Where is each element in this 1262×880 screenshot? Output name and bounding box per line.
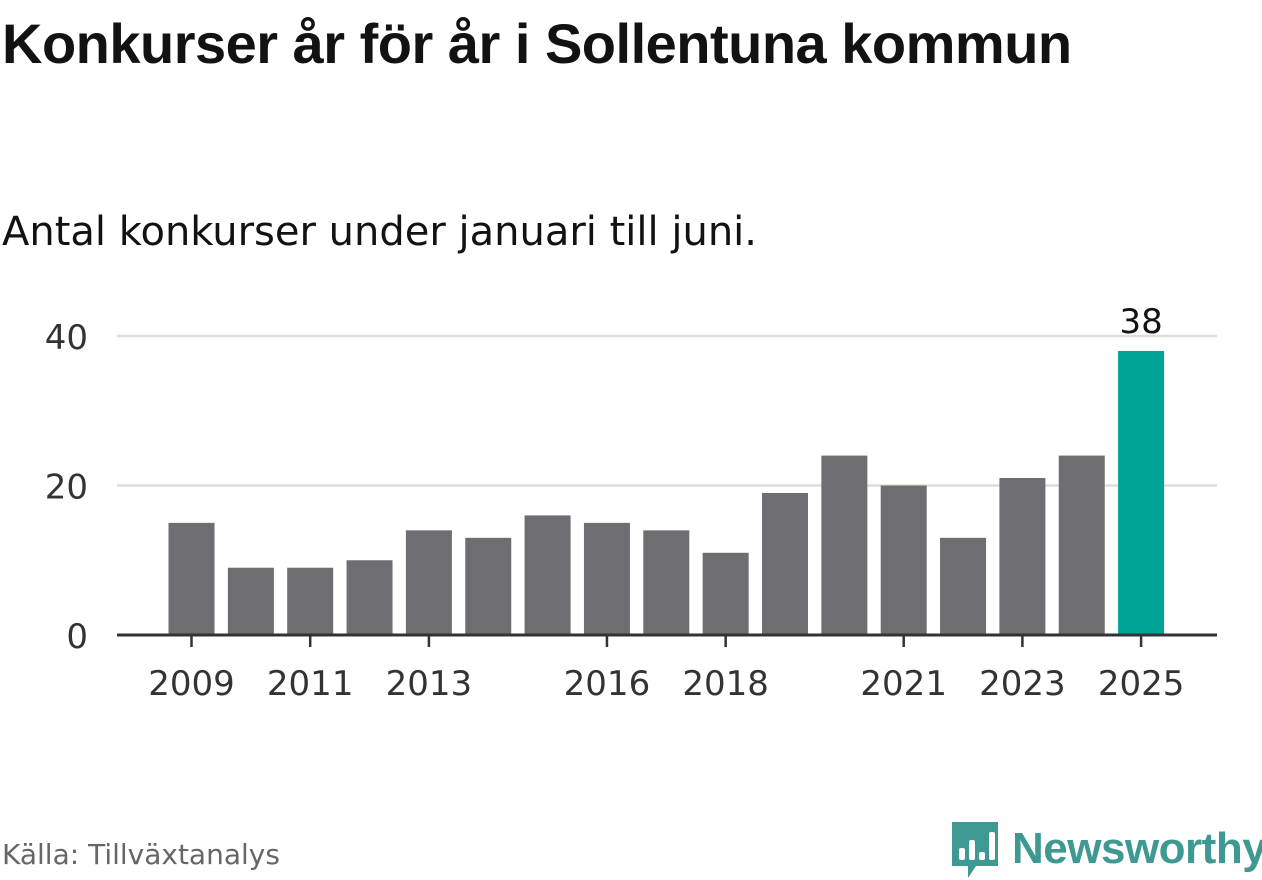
bar	[465, 537, 512, 635]
x-tick-label: 2009	[148, 664, 235, 704]
x-tick-label: 2016	[564, 664, 651, 704]
bar	[702, 552, 749, 635]
y-tick-label: 0	[66, 617, 88, 657]
bar	[821, 455, 868, 635]
bar-chart-speech-icon	[952, 822, 998, 878]
bar	[940, 537, 987, 635]
y-tick-label: 20	[45, 468, 88, 508]
brand-logo: Newsworthy	[950, 818, 1262, 880]
x-tick-label: 2011	[267, 664, 354, 704]
data-label: 38	[1119, 302, 1162, 342]
bar	[643, 530, 690, 635]
bar	[287, 567, 334, 635]
bar	[524, 515, 571, 635]
chart-title: Konkurser år för år i Sollentuna kommun	[2, 12, 1072, 75]
bar	[346, 560, 393, 635]
brand-name: Newsworthy	[1012, 824, 1262, 873]
bar-highlight	[1118, 350, 1165, 635]
x-tick-label: 2025	[1098, 664, 1185, 704]
chart-subtitle: Antal konkurser under januari till juni.	[2, 209, 757, 255]
bar	[227, 567, 274, 635]
bar	[762, 492, 808, 635]
source-note: Källa: Tillväxtanalys	[2, 838, 280, 871]
bar	[1058, 455, 1105, 635]
x-tick-label: 2018	[682, 664, 769, 704]
bar	[168, 522, 215, 635]
bar	[583, 522, 630, 635]
x-tick-label: 2021	[860, 664, 947, 704]
bar	[405, 530, 452, 635]
y-tick-label: 40	[45, 318, 88, 358]
x-tick-label: 2013	[386, 664, 473, 704]
bar	[880, 485, 927, 635]
x-tick-label: 2023	[979, 664, 1066, 704]
bar	[999, 478, 1046, 635]
